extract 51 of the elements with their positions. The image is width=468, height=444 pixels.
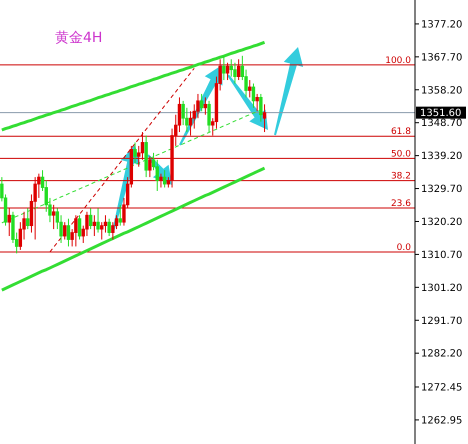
y-tick-label: 1329.70 (421, 184, 462, 196)
y-tick-label: 1377.20 (421, 19, 462, 30)
text: 黄金4H (55, 30, 102, 46)
y-tick-label: 1291.70 (421, 316, 462, 327)
candlestick (259, 93, 263, 122)
candlestick (159, 173, 163, 188)
candlestick (63, 222, 66, 240)
candlestick (207, 100, 211, 133)
annotation: 61.8 (390, 127, 412, 138)
candlestick (162, 170, 166, 188)
candlestick (233, 62, 237, 84)
candlestick (33, 176, 37, 240)
ref-line-label: 1351.60 (420, 108, 462, 120)
candlestick (8, 208, 11, 237)
candlestick (74, 214, 78, 247)
candlestick (200, 93, 204, 112)
candlestick (96, 208, 100, 234)
annotation: 0.0 (396, 242, 412, 253)
candlestick (236, 58, 240, 81)
candlestick (252, 83, 256, 108)
candlestick (78, 214, 82, 240)
candlestick (255, 93, 259, 112)
candlestick (262, 104, 266, 133)
annotation: 38.2 (390, 172, 411, 182)
candlestick (107, 218, 111, 237)
candlestick (52, 204, 56, 230)
candlestick (26, 208, 30, 230)
candlestick (118, 204, 122, 226)
candlestick (88, 208, 92, 230)
candlestick (226, 62, 230, 81)
annotation: 100.0 (385, 56, 412, 66)
candlestick (222, 55, 226, 81)
y-tick-label: 1301.20 (421, 282, 462, 294)
y-tick-label: 1282.20 (421, 348, 462, 360)
candlestick (204, 96, 208, 116)
annotation: 23.6 (390, 198, 412, 209)
y-tick-label: 1320.20 (421, 216, 462, 228)
line-series (0, 166, 266, 292)
candlestick (133, 142, 137, 164)
annotation: 50.0 (390, 149, 412, 160)
y-tick-label: 1348.70 (421, 118, 462, 130)
candlestick (248, 80, 252, 98)
y-tick-label: 1262.95 (421, 415, 462, 426)
y-tick-label: 1339.20 (421, 151, 462, 162)
y-tick-label: 1310.70 (421, 250, 462, 261)
candlestick (148, 156, 152, 178)
y-tick-label: 1272.45 (421, 382, 462, 394)
candlestick (92, 214, 96, 237)
y-tick-label: 1367.70 (421, 52, 462, 64)
y-tick-label: 1358.20 (421, 85, 462, 96)
candlestick (66, 218, 70, 247)
